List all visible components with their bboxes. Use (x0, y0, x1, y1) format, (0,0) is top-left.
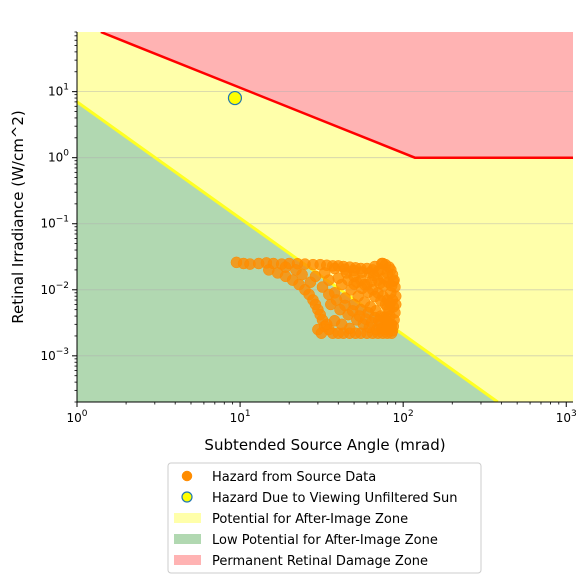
sun-data-point (227, 90, 243, 106)
source-data-point (316, 281, 329, 293)
source-data-point (339, 263, 351, 275)
legend-marker (181, 491, 193, 503)
legend-frame (167, 462, 482, 574)
retinal-damage-zone (100, 32, 573, 158)
source-data-point (315, 327, 328, 339)
y-tick-label: 10−3 (40, 347, 69, 363)
y-tick-label: 100 (48, 149, 69, 165)
y-ticks: 10−3 10−2 10−1 100 101 (40, 31, 77, 403)
legend-label: Permanent Retinal Damage Zone (212, 554, 428, 569)
source-data-point (279, 261, 292, 273)
legend-label: Low Potential for After-Image Zone (212, 533, 438, 548)
legend-marker (181, 470, 193, 482)
x-tick-label: 101 (230, 409, 251, 425)
y-tick-label: 10−1 (40, 215, 69, 231)
source-data-point (332, 272, 345, 284)
source-data-point (374, 277, 386, 290)
x-tick-label: 100 (66, 409, 87, 425)
legend-patch (174, 555, 201, 565)
legend-patch (174, 534, 201, 544)
source-data-point (379, 311, 392, 324)
x-tick-label: 103 (556, 409, 577, 425)
legend: Hazard from Source Data Hazard Due to Vie… (167, 462, 482, 574)
legend-patch (174, 513, 201, 523)
plot-area (77, 32, 573, 402)
source-data-point (328, 314, 341, 327)
after-image-boundary-line (77, 100, 499, 402)
source-data-point (328, 262, 341, 275)
x-axis-label: Subtended Source Angle (mrad) (204, 436, 445, 454)
legend-item-zone: Low Potential for After-Image Zone (174, 533, 438, 548)
damage-threshold-line (100, 32, 573, 159)
legend-item-source-data: Hazard from Source Data (181, 470, 376, 485)
y-tick-label: 101 (48, 83, 69, 99)
x-ticks: 100 101 102 103 (66, 402, 577, 425)
axes: 100 101 102 103 10−3 10−2 10−1 100 101 (40, 31, 577, 425)
legend-label: Potential for After-Image Zone (212, 512, 408, 527)
y-axis-label: Retinal Irradiance (W/cm^2) (9, 110, 27, 324)
legend-label: Hazard from Source Data (212, 470, 376, 485)
legend-item-zone: Permanent Retinal Damage Zone (174, 554, 428, 569)
source-data-point (304, 276, 317, 289)
source-data-point (290, 264, 302, 276)
legend-item-unfiltered-sun: Hazard Due to Viewing Unfiltered Sun (181, 491, 458, 506)
legend-label: Hazard Due to Viewing Unfiltered Sun (212, 491, 458, 506)
source-data-point (387, 275, 400, 287)
y-tick-label: 10−2 (40, 281, 69, 297)
x-tick-label: 102 (393, 409, 414, 425)
source-data-point (330, 294, 343, 306)
legend-item-zone: Potential for After-Image Zone (174, 512, 408, 527)
source-data-point (385, 322, 397, 335)
source-data-point (384, 297, 396, 310)
source-data-point (376, 257, 388, 270)
data-points (227, 90, 402, 339)
